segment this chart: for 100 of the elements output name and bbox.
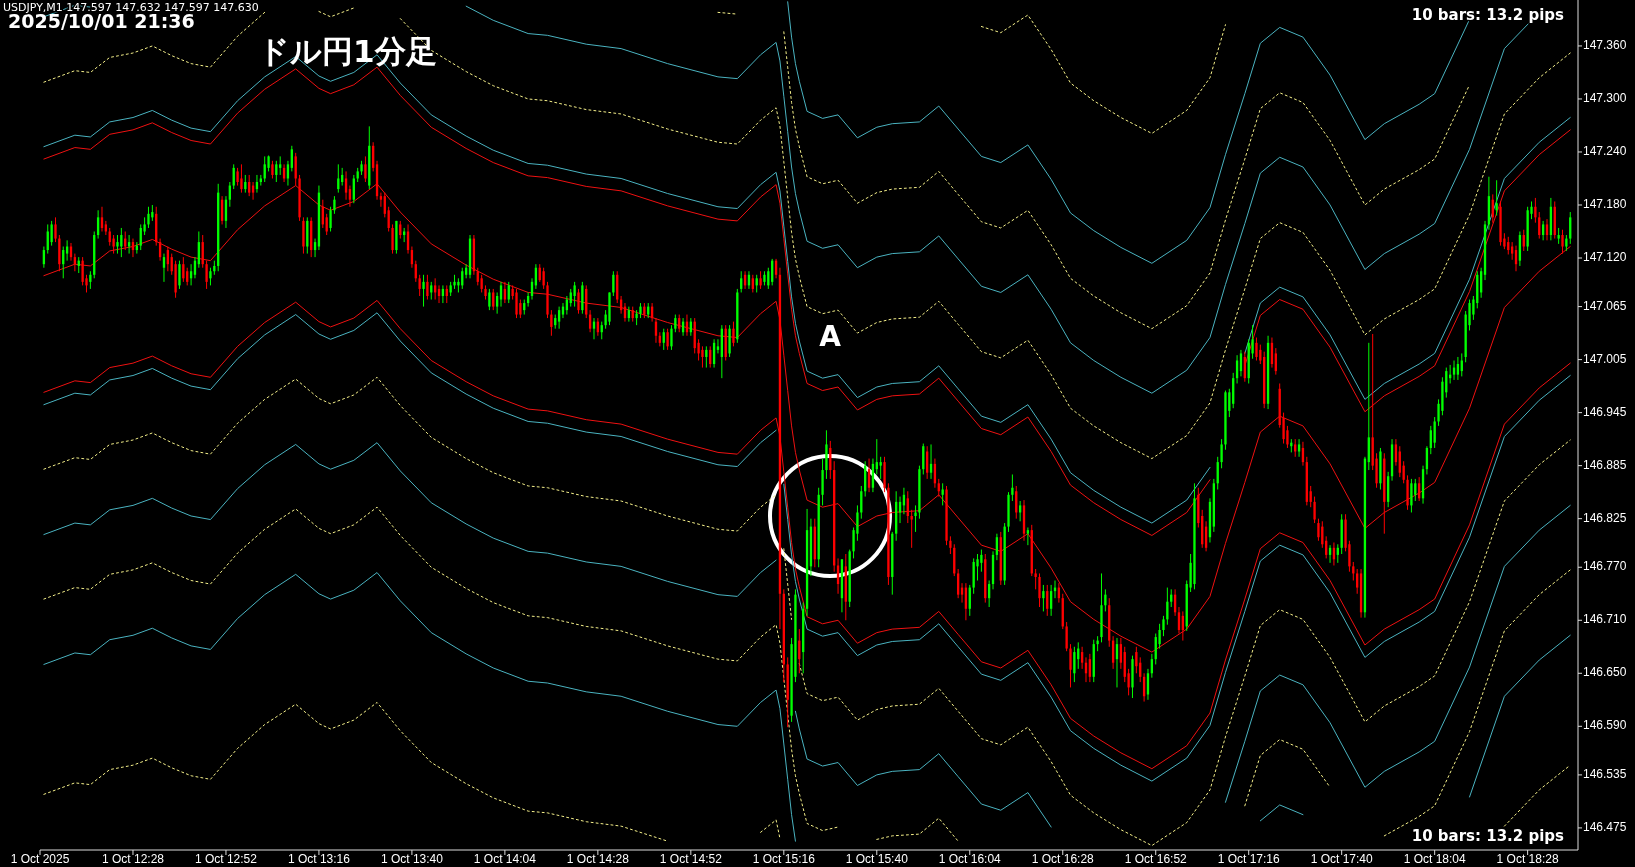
candlestick [507, 281, 510, 304]
line-series [980, 14, 1226, 134]
candlestick [1042, 584, 1045, 612]
x-tick-label: 1 Oct 18:28 [1496, 852, 1559, 866]
candlestick [1034, 568, 1037, 590]
candlestick [1011, 473, 1014, 502]
annotation: A [819, 320, 842, 353]
candlestick [1569, 211, 1572, 245]
candlestick [670, 324, 673, 351]
x-tick-label: 1 Oct 16:52 [1124, 852, 1188, 866]
candlestick [116, 234, 119, 255]
candlestick [147, 206, 150, 229]
x-tick-label: 1 Oct 12:28 [101, 852, 165, 866]
x-tick-label: 1 Oct 16:28 [1031, 852, 1095, 866]
candlestick [418, 274, 421, 297]
y-tick-label: 147.300 [1583, 91, 1627, 106]
y-tick-label: 147.240 [1583, 144, 1627, 159]
candlestick [1561, 229, 1564, 255]
candlestick [1317, 518, 1320, 542]
y-tick-label: 146.825 [1583, 510, 1627, 525]
candlestick [81, 256, 84, 286]
candlestick [120, 227, 123, 258]
candlestick [1026, 526, 1030, 546]
candlestick [391, 223, 394, 255]
candlestick [379, 192, 383, 208]
candlestick [1162, 615, 1165, 637]
candlestick [178, 260, 181, 290]
y-tick-label: 146.475 [1583, 820, 1627, 835]
candlestick [344, 170, 348, 201]
candlestick [980, 549, 983, 573]
candlestick [54, 216, 57, 243]
y-tick-label: 146.885 [1583, 457, 1627, 472]
candlestick [1534, 197, 1537, 224]
candlestick [1433, 416, 1436, 449]
y-tick-label: 147.360 [1583, 38, 1627, 53]
y-tick-label: 147.005 [1583, 351, 1627, 366]
y-tick-label: 146.590 [1583, 718, 1627, 733]
candlestick [515, 288, 518, 319]
candlestick [550, 309, 553, 337]
candlestick [1065, 621, 1068, 652]
candlestick [914, 504, 917, 533]
candlestick [1255, 337, 1258, 361]
annotation: 10 bars: 13.2 pips [1411, 6, 1565, 24]
annotation: USDJPY,M1 147.597 147.632 147.597 147.630 [3, 1, 259, 14]
x-tick-label: 1 Oct 13:40 [380, 852, 444, 866]
candlestick [1038, 572, 1041, 608]
y-tick-label: 147.120 [1583, 250, 1627, 265]
candlestick [1495, 179, 1498, 217]
candlestick [573, 281, 576, 308]
candlestick [910, 509, 913, 549]
candlestick [1410, 478, 1413, 513]
candlestick [182, 256, 185, 283]
x-tick-label: 1 Oct 13:16 [287, 852, 351, 866]
y-tick-label: 146.770 [1583, 559, 1627, 574]
candlestick [666, 328, 669, 351]
candlestick [941, 482, 944, 506]
candlestick [1297, 438, 1301, 458]
annotation: 10 bars: 13.2 pips [1411, 827, 1565, 845]
candlestick [577, 288, 580, 315]
candlestick [499, 281, 503, 308]
candlestick [732, 321, 735, 347]
y-tick-label: 146.535 [1583, 767, 1627, 782]
candlestick [279, 155, 282, 176]
y-tick-label: 146.710 [1583, 612, 1627, 627]
candlestick [127, 234, 131, 255]
candlestick [426, 274, 429, 301]
candlestick [701, 345, 704, 369]
candlestick [50, 220, 53, 247]
candlestick [1313, 496, 1316, 524]
candlestick [352, 174, 355, 204]
candlestick [240, 163, 243, 194]
x-tick-label: 1 Oct 17:40 [1310, 852, 1374, 866]
candlestick [492, 288, 495, 311]
candlestick [488, 288, 491, 311]
candlestick [329, 206, 332, 232]
candlestick [1166, 587, 1169, 626]
y-tick-label: 146.650 [1583, 665, 1627, 680]
candlestick [956, 568, 960, 599]
x-tick-label: 1 Oct 16:04 [938, 852, 1002, 866]
x-tick-label: 1 Oct 15:16 [752, 852, 816, 866]
x-tick-label: 1 Oct 14:28 [566, 852, 630, 866]
candlestick [612, 270, 615, 297]
candlestick [205, 260, 208, 290]
x-tick-label: 1 Oct 12:52 [194, 852, 258, 866]
candlestick [1220, 438, 1223, 469]
candlestick [1073, 646, 1076, 683]
x-tick-label: 1 Oct 17:16 [1217, 852, 1281, 866]
candlestick [1069, 643, 1072, 688]
candlestick [364, 155, 367, 183]
y-tick-label: 147.065 [1583, 298, 1627, 313]
candlestick [1135, 646, 1138, 674]
candlestick [422, 274, 425, 308]
candlestick [879, 456, 882, 480]
candlestick [1104, 588, 1107, 612]
candlestick [542, 267, 545, 290]
candlestick [112, 234, 115, 255]
candlestick [716, 338, 720, 354]
y-tick-label: 146.945 [1583, 404, 1627, 419]
x-tick-label: 1 Oct 18:04 [1403, 852, 1466, 866]
x-tick-label: 1 Oct 14:04 [473, 852, 537, 866]
